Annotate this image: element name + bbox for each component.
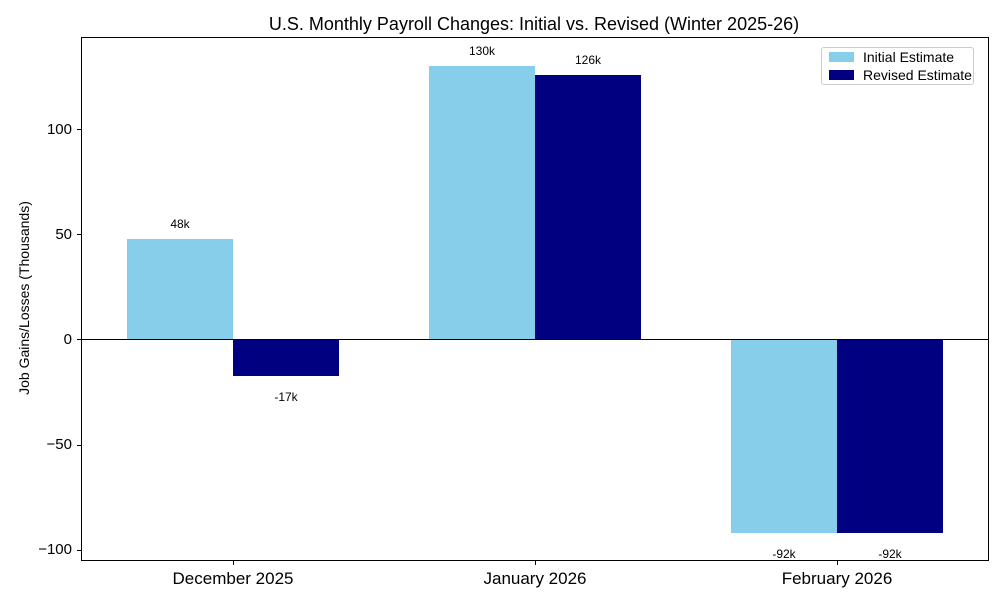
x-tick-mark [836,560,838,565]
bar-revised-estimate-january-2026 [535,74,641,340]
legend-item-initial-estimate: Initial Estimate [829,50,973,64]
x-tick-label: December 2025 [172,569,294,588]
bar-initial-estimate-january-2026 [429,66,535,340]
legend-item-revised-estimate: Revised Estimate [829,68,973,82]
y-tick-mark [77,234,82,236]
bar-value-label: 130k [468,44,496,59]
bar-revised-estimate-february-2026 [837,339,943,534]
bar-value-label: -92k [878,547,902,562]
legend: Initial Estimate Revised Estimate [821,47,974,85]
y-tick-label: 50 [55,225,72,243]
legend-label-revised-estimate: Revised Estimate [863,67,972,83]
chart-title: U.S. Monthly Payroll Changes: Initial vs… [268,14,800,34]
bar-revised-estimate-december-2025 [233,339,339,376]
x-tick-label: January 2026 [483,569,587,588]
bar-initial-estimate-february-2026 [731,339,837,534]
y-tick-mark [77,444,82,446]
legend-swatch-initial-estimate [829,52,854,62]
y-axis-label: Job Gains/Losses (Thousands) [16,201,32,395]
x-tick-label: February 2026 [781,569,893,588]
plot-area: −100 −50 0 50 100 48k -17k December 2025 130k 126… [38,37,989,588]
bar-initial-estimate-december-2025 [127,238,233,340]
bar-value-label: -17k [274,389,298,404]
y-tick-mark [77,549,82,551]
x-tick-mark [232,560,234,565]
legend-label-initial-estimate: Initial Estimate [863,49,955,65]
y-tick-mark [77,129,82,131]
legend-swatch-revised-estimate [829,70,854,80]
bar-value-label: -92k [772,547,796,562]
bar-value-label: 48k [170,216,190,231]
x-tick-mark [534,560,536,565]
y-tick-label: 0 [63,330,72,348]
zero-axis-line [82,339,988,341]
bar-value-label: 126k [574,52,602,67]
y-tick-label: −50 [46,436,72,454]
y-tick-label: −100 [38,541,72,559]
y-tick-label: 100 [46,120,72,138]
y-tick-mark [77,339,82,341]
